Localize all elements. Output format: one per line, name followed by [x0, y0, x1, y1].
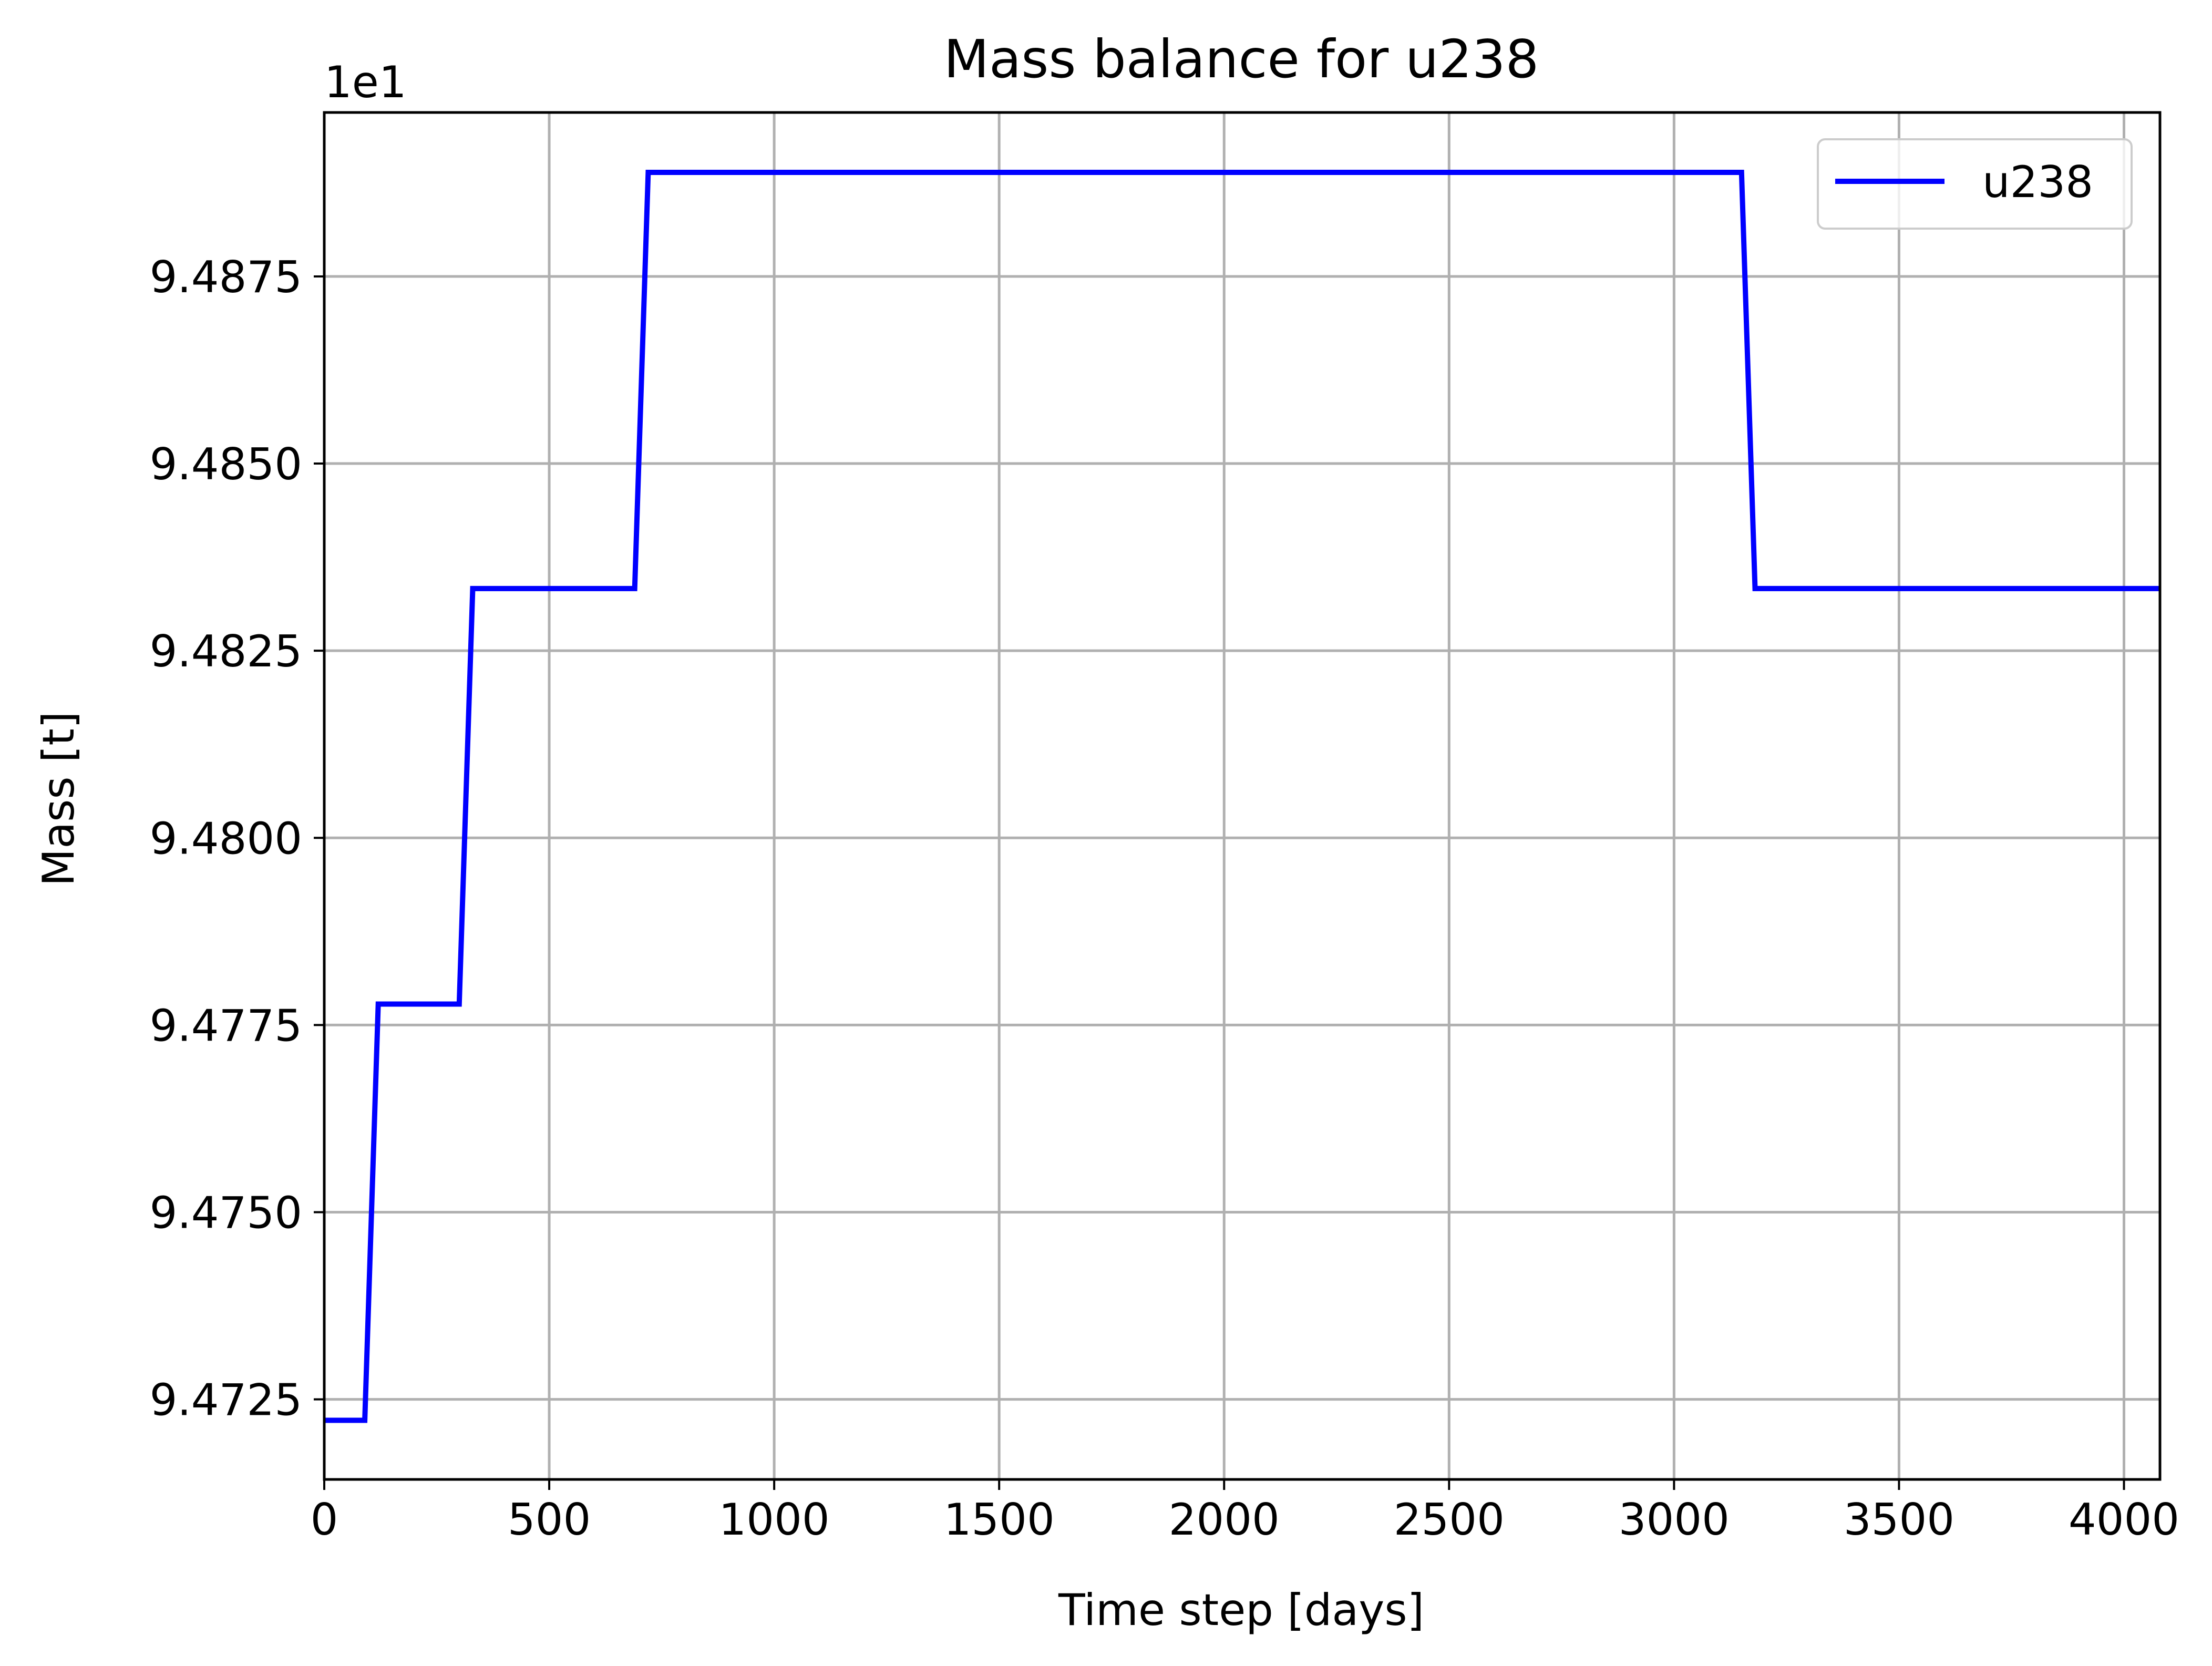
y-tick-label: 9.4825	[150, 626, 302, 677]
y-tick-label: 9.4725	[150, 1375, 302, 1426]
y-tick-label: 9.4850	[150, 439, 302, 490]
x-tick-label: 1500	[944, 1494, 1055, 1545]
x-tick-label: 4000	[2069, 1494, 2179, 1545]
legend-label-u238: u238	[1982, 157, 2093, 208]
y-tick-label: 9.4775	[150, 1000, 302, 1051]
legend-box	[1817, 138, 2133, 230]
chart-title: Mass balance for u238	[944, 28, 1539, 90]
x-tick-label: 3000	[1619, 1494, 1730, 1545]
series-line-u238	[324, 170, 2160, 1423]
x-tick-label: 2000	[1169, 1494, 1280, 1545]
legend: u238	[1817, 138, 2133, 230]
grid	[323, 112, 2160, 1479]
series-layer	[324, 170, 2160, 1423]
x-tick-label: 0	[311, 1494, 338, 1545]
y-tick-label: 9.4800	[150, 813, 302, 864]
x-tick-label: 500	[508, 1494, 591, 1545]
y-tick-label: 9.4750	[150, 1187, 302, 1238]
y-tick-label: 9.4875	[150, 252, 302, 303]
axis-ticks: 0 500 1000 1500 2000 2500 3000 3500 4000 9.4725 9.…	[150, 252, 2180, 1545]
x-tick-label: 3500	[1844, 1494, 1954, 1545]
x-axis-label: Time step [days]	[1058, 1585, 1424, 1636]
plot-area-frame	[323, 111, 2162, 1481]
x-tick-label: 1000	[719, 1494, 830, 1545]
y-axis-label: Mass [t]	[33, 712, 84, 887]
y-offset-label: 1e1	[324, 57, 407, 108]
x-tick-label: 2500	[1394, 1494, 1505, 1545]
